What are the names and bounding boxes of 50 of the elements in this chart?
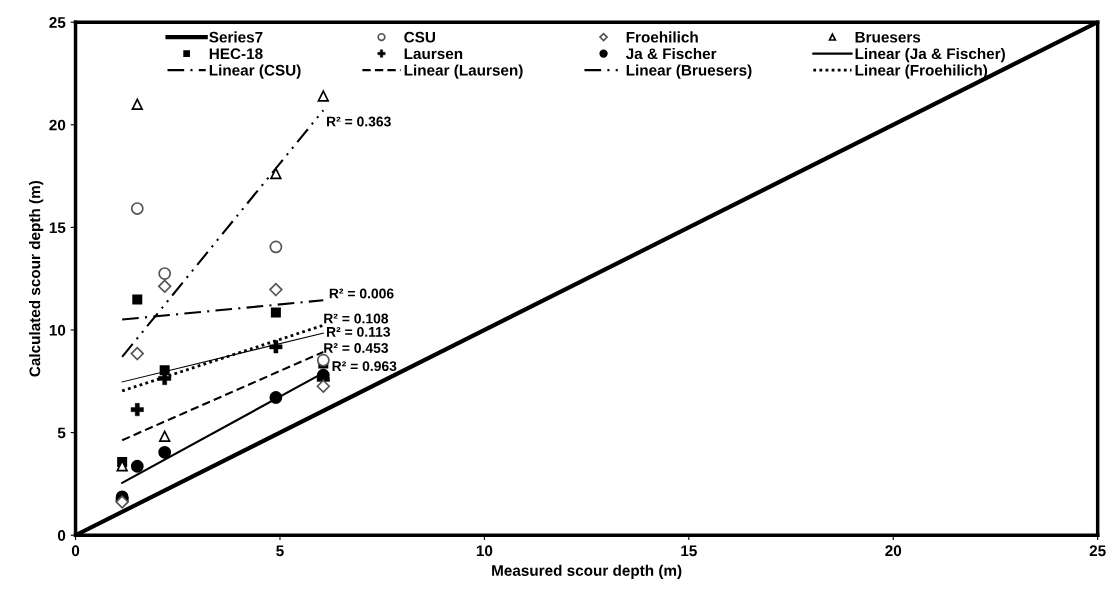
- x-tick-label: 5: [276, 545, 284, 557]
- annotation: R² = 0.453: [324, 343, 389, 353]
- legend-label: Laursen: [404, 48, 463, 60]
- legend-label: HEC-18: [209, 48, 263, 60]
- annotation: R² = 0.006: [329, 288, 394, 299]
- point: [130, 459, 144, 473]
- point: [270, 307, 281, 318]
- y-tick-label: 0: [57, 530, 66, 541]
- legend-label: Linear (Bruesers): [626, 64, 752, 79]
- x-axis-title: Measured scour depth (m): [492, 564, 682, 579]
- point: [269, 240, 283, 254]
- point: [132, 294, 143, 305]
- point: [130, 346, 145, 361]
- point: [317, 90, 330, 102]
- legend-label: Linear (CSU): [209, 64, 301, 79]
- y-tick-label: 5: [57, 427, 66, 439]
- y-axis-title: Calculated scour depth (m): [29, 180, 44, 377]
- annotation: R² = 0.363: [327, 116, 391, 127]
- point: [157, 279, 172, 294]
- annotation: R² = 0.113: [327, 326, 391, 337]
- x-tick-label: 10: [476, 545, 493, 557]
- y-tick-label: 20: [49, 119, 66, 131]
- x-tick-label: 0: [71, 545, 80, 557]
- point: [269, 391, 283, 404]
- annotation: R² = 0.108: [324, 313, 389, 324]
- point: [158, 267, 172, 280]
- point: [316, 379, 331, 393]
- x-tick-label: 25: [1089, 545, 1106, 557]
- legend-label: Bruesers: [855, 31, 921, 43]
- y-tick-label: 25: [49, 17, 66, 28]
- point: [270, 167, 282, 180]
- y-tick-label: 15: [49, 222, 66, 234]
- annotation: R² = 0.963: [332, 361, 397, 372]
- point: [130, 202, 144, 215]
- x-tick-label: 15: [681, 545, 697, 557]
- legend-label: Linear (Laursen): [404, 64, 523, 79]
- legend-label: Series7: [209, 31, 263, 43]
- point: [316, 353, 330, 367]
- point: [159, 365, 170, 376]
- legend-label: Ja & Fischer: [625, 47, 717, 60]
- point: [158, 430, 171, 442]
- legend-label: Linear (Froehilich): [855, 64, 988, 79]
- legend-label: CSU: [404, 31, 435, 43]
- point: [269, 282, 283, 297]
- legend-label: Froehilich: [626, 31, 698, 43]
- legend-label: Linear (Ja & Fischer): [855, 47, 1005, 63]
- point: [158, 445, 172, 459]
- point: [131, 98, 143, 110]
- x-tick-label: 20: [885, 545, 902, 557]
- y-tick-label: 10: [49, 324, 66, 336]
